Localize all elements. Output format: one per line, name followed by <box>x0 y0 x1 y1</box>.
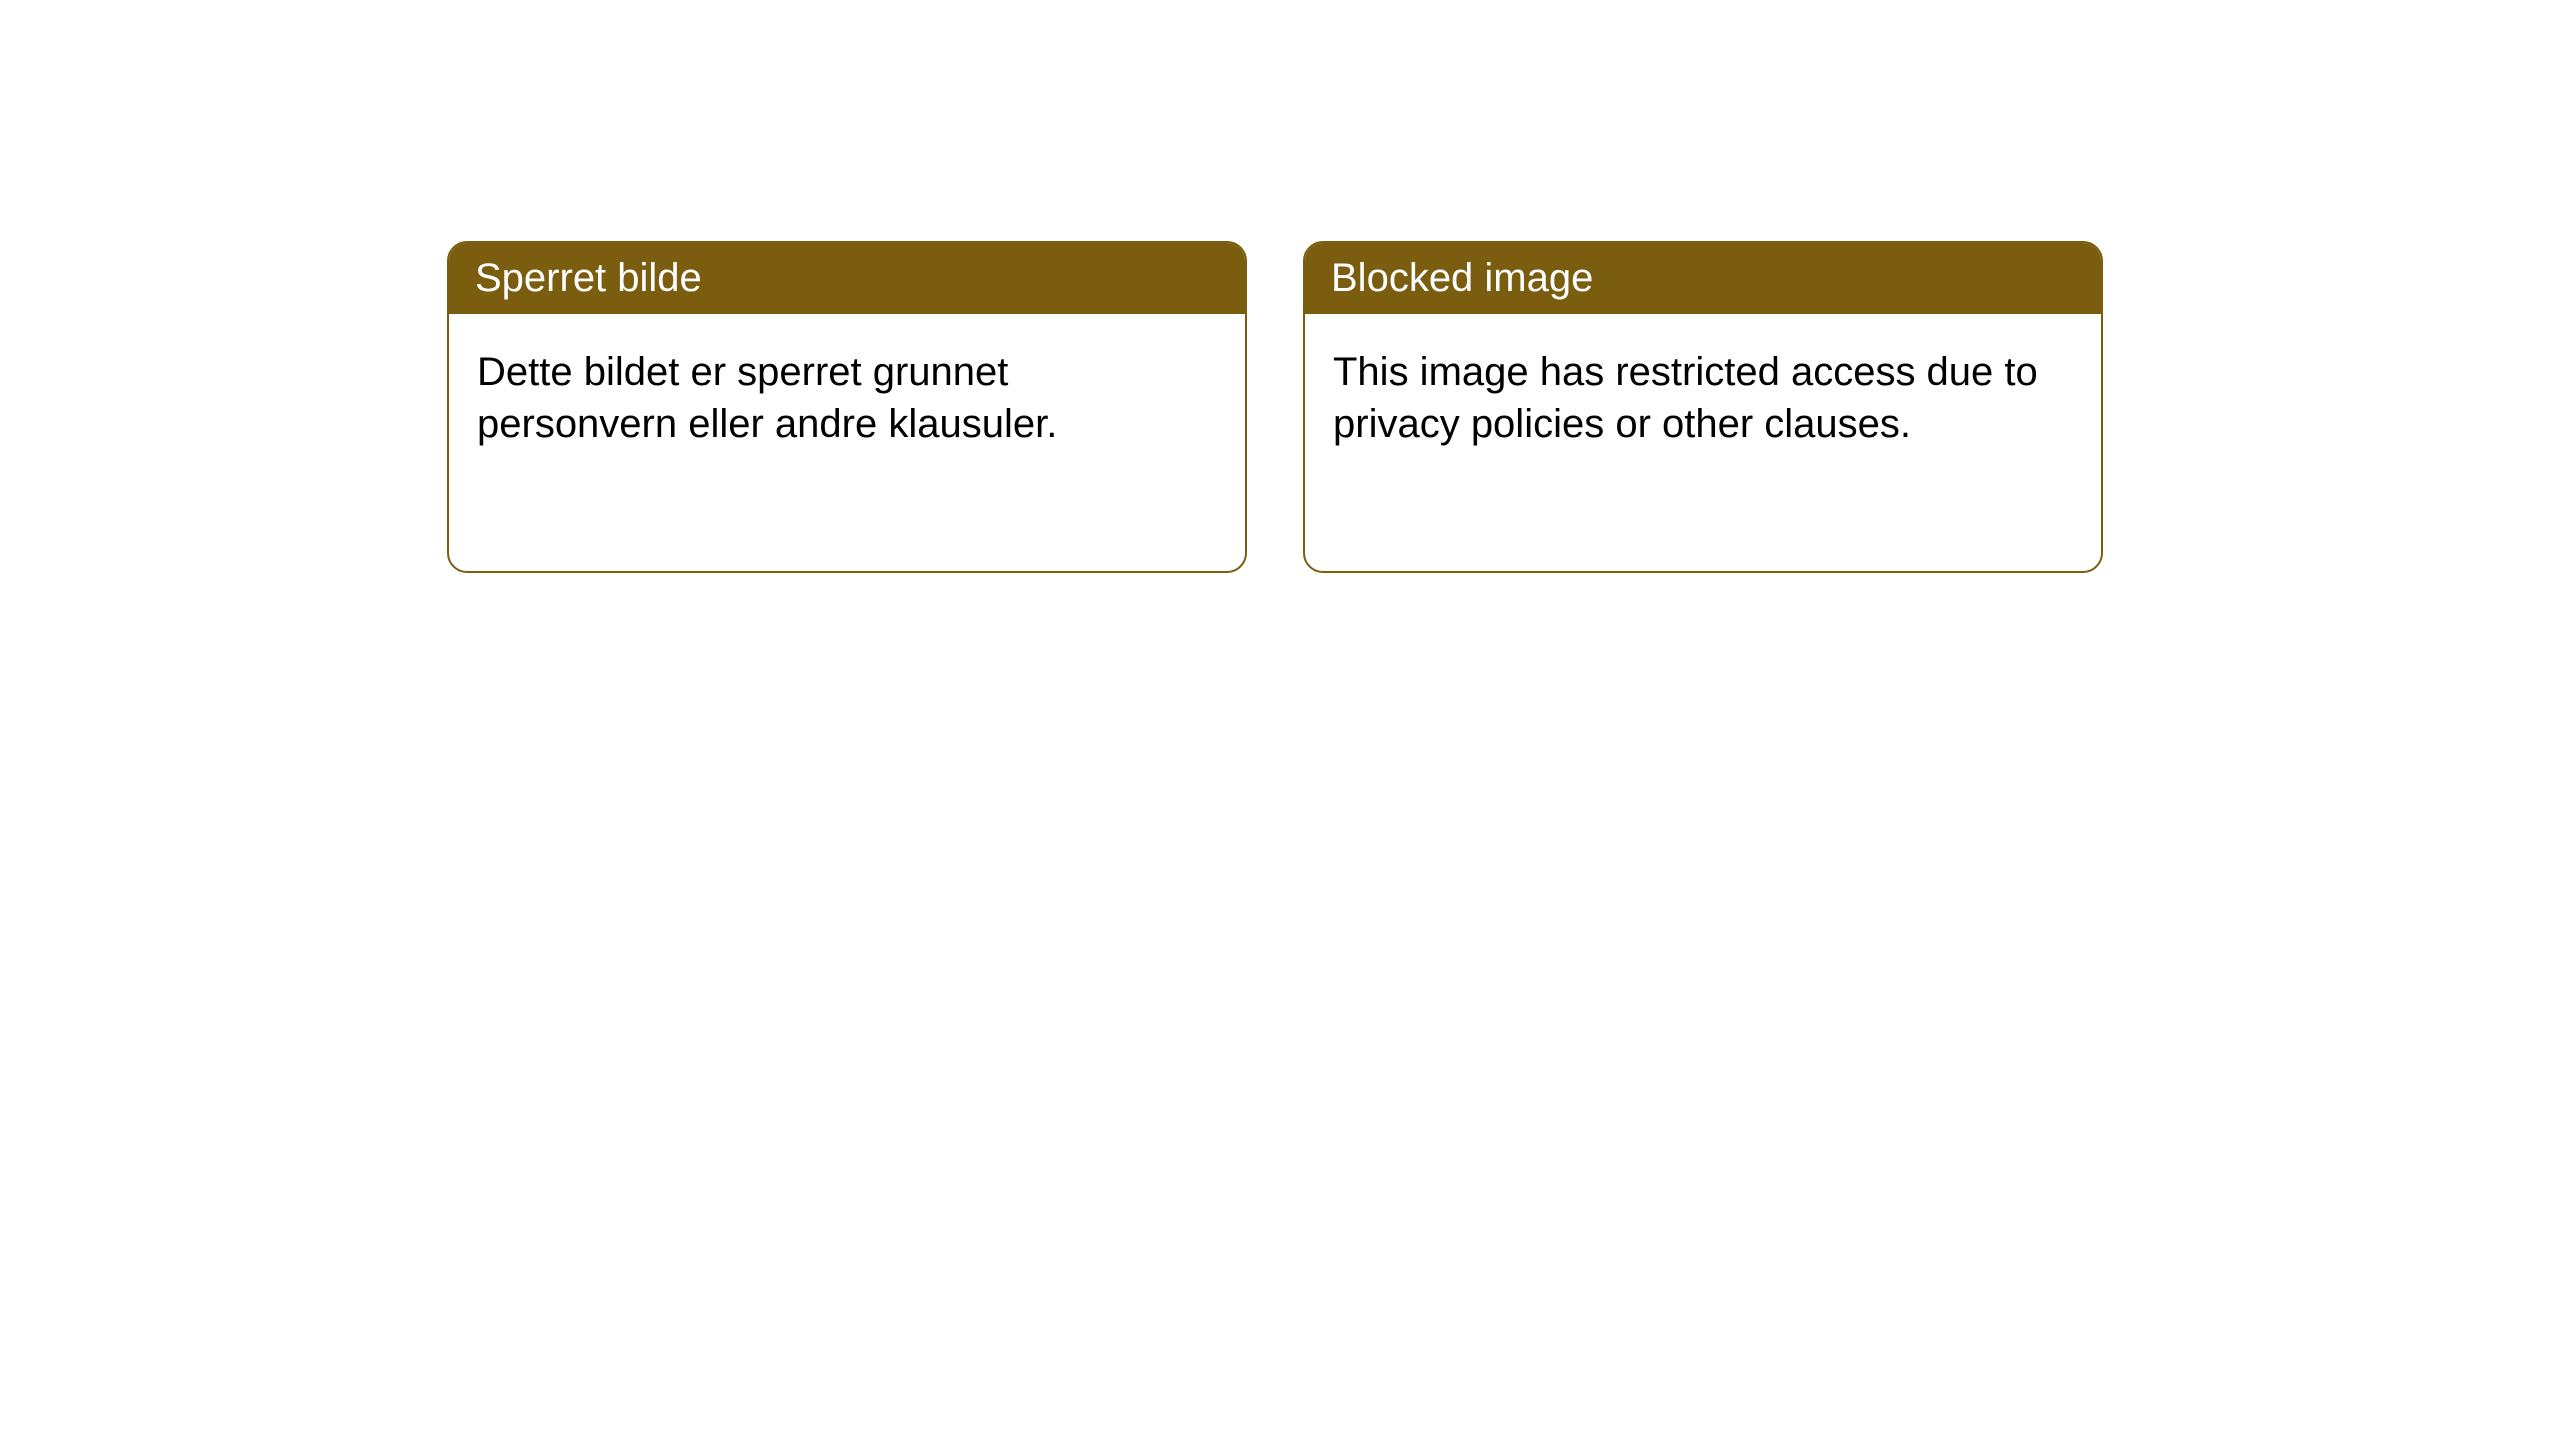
notice-card-en: Blocked image This image has restricted … <box>1303 241 2103 573</box>
card-header-no: Sperret bilde <box>449 243 1245 314</box>
card-message-en: This image has restricted access due to … <box>1333 350 2038 446</box>
card-body-en: This image has restricted access due to … <box>1305 314 2101 482</box>
card-title-en: Blocked image <box>1331 256 1593 300</box>
card-body-no: Dette bildet er sperret grunnet personve… <box>449 314 1245 482</box>
notice-container: Sperret bilde Dette bildet er sperret gr… <box>447 241 2103 573</box>
card-title-no: Sperret bilde <box>475 256 702 300</box>
card-header-en: Blocked image <box>1305 243 2101 314</box>
notice-card-no: Sperret bilde Dette bildet er sperret gr… <box>447 241 1247 573</box>
card-message-no: Dette bildet er sperret grunnet personve… <box>477 350 1057 446</box>
